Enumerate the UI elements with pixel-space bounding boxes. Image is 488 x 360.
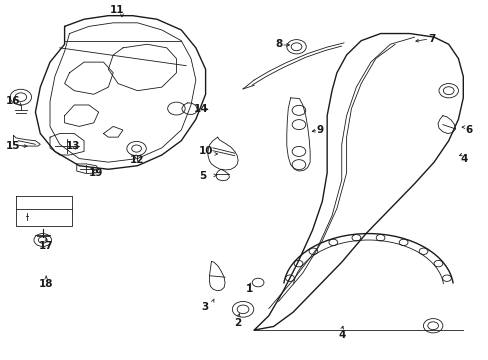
Text: 17: 17 xyxy=(39,241,53,251)
Text: 19: 19 xyxy=(89,168,103,178)
Text: 1: 1 xyxy=(245,284,252,294)
Text: 15: 15 xyxy=(5,141,20,151)
Text: 6: 6 xyxy=(464,125,471,135)
Text: 5: 5 xyxy=(199,171,206,181)
Text: 14: 14 xyxy=(193,104,207,113)
Text: 3: 3 xyxy=(201,302,208,312)
Text: 9: 9 xyxy=(316,125,323,135)
Text: 4: 4 xyxy=(459,154,467,163)
Text: 13: 13 xyxy=(66,141,81,151)
Text: 11: 11 xyxy=(110,5,124,15)
Text: 4: 4 xyxy=(337,330,345,341)
Text: 18: 18 xyxy=(39,279,53,289)
Text: 12: 12 xyxy=(130,156,144,165)
Text: 2: 2 xyxy=(234,318,241,328)
Text: 7: 7 xyxy=(427,34,434,44)
Text: 16: 16 xyxy=(5,96,20,107)
Text: 8: 8 xyxy=(274,39,282,49)
Text: 10: 10 xyxy=(199,147,213,157)
